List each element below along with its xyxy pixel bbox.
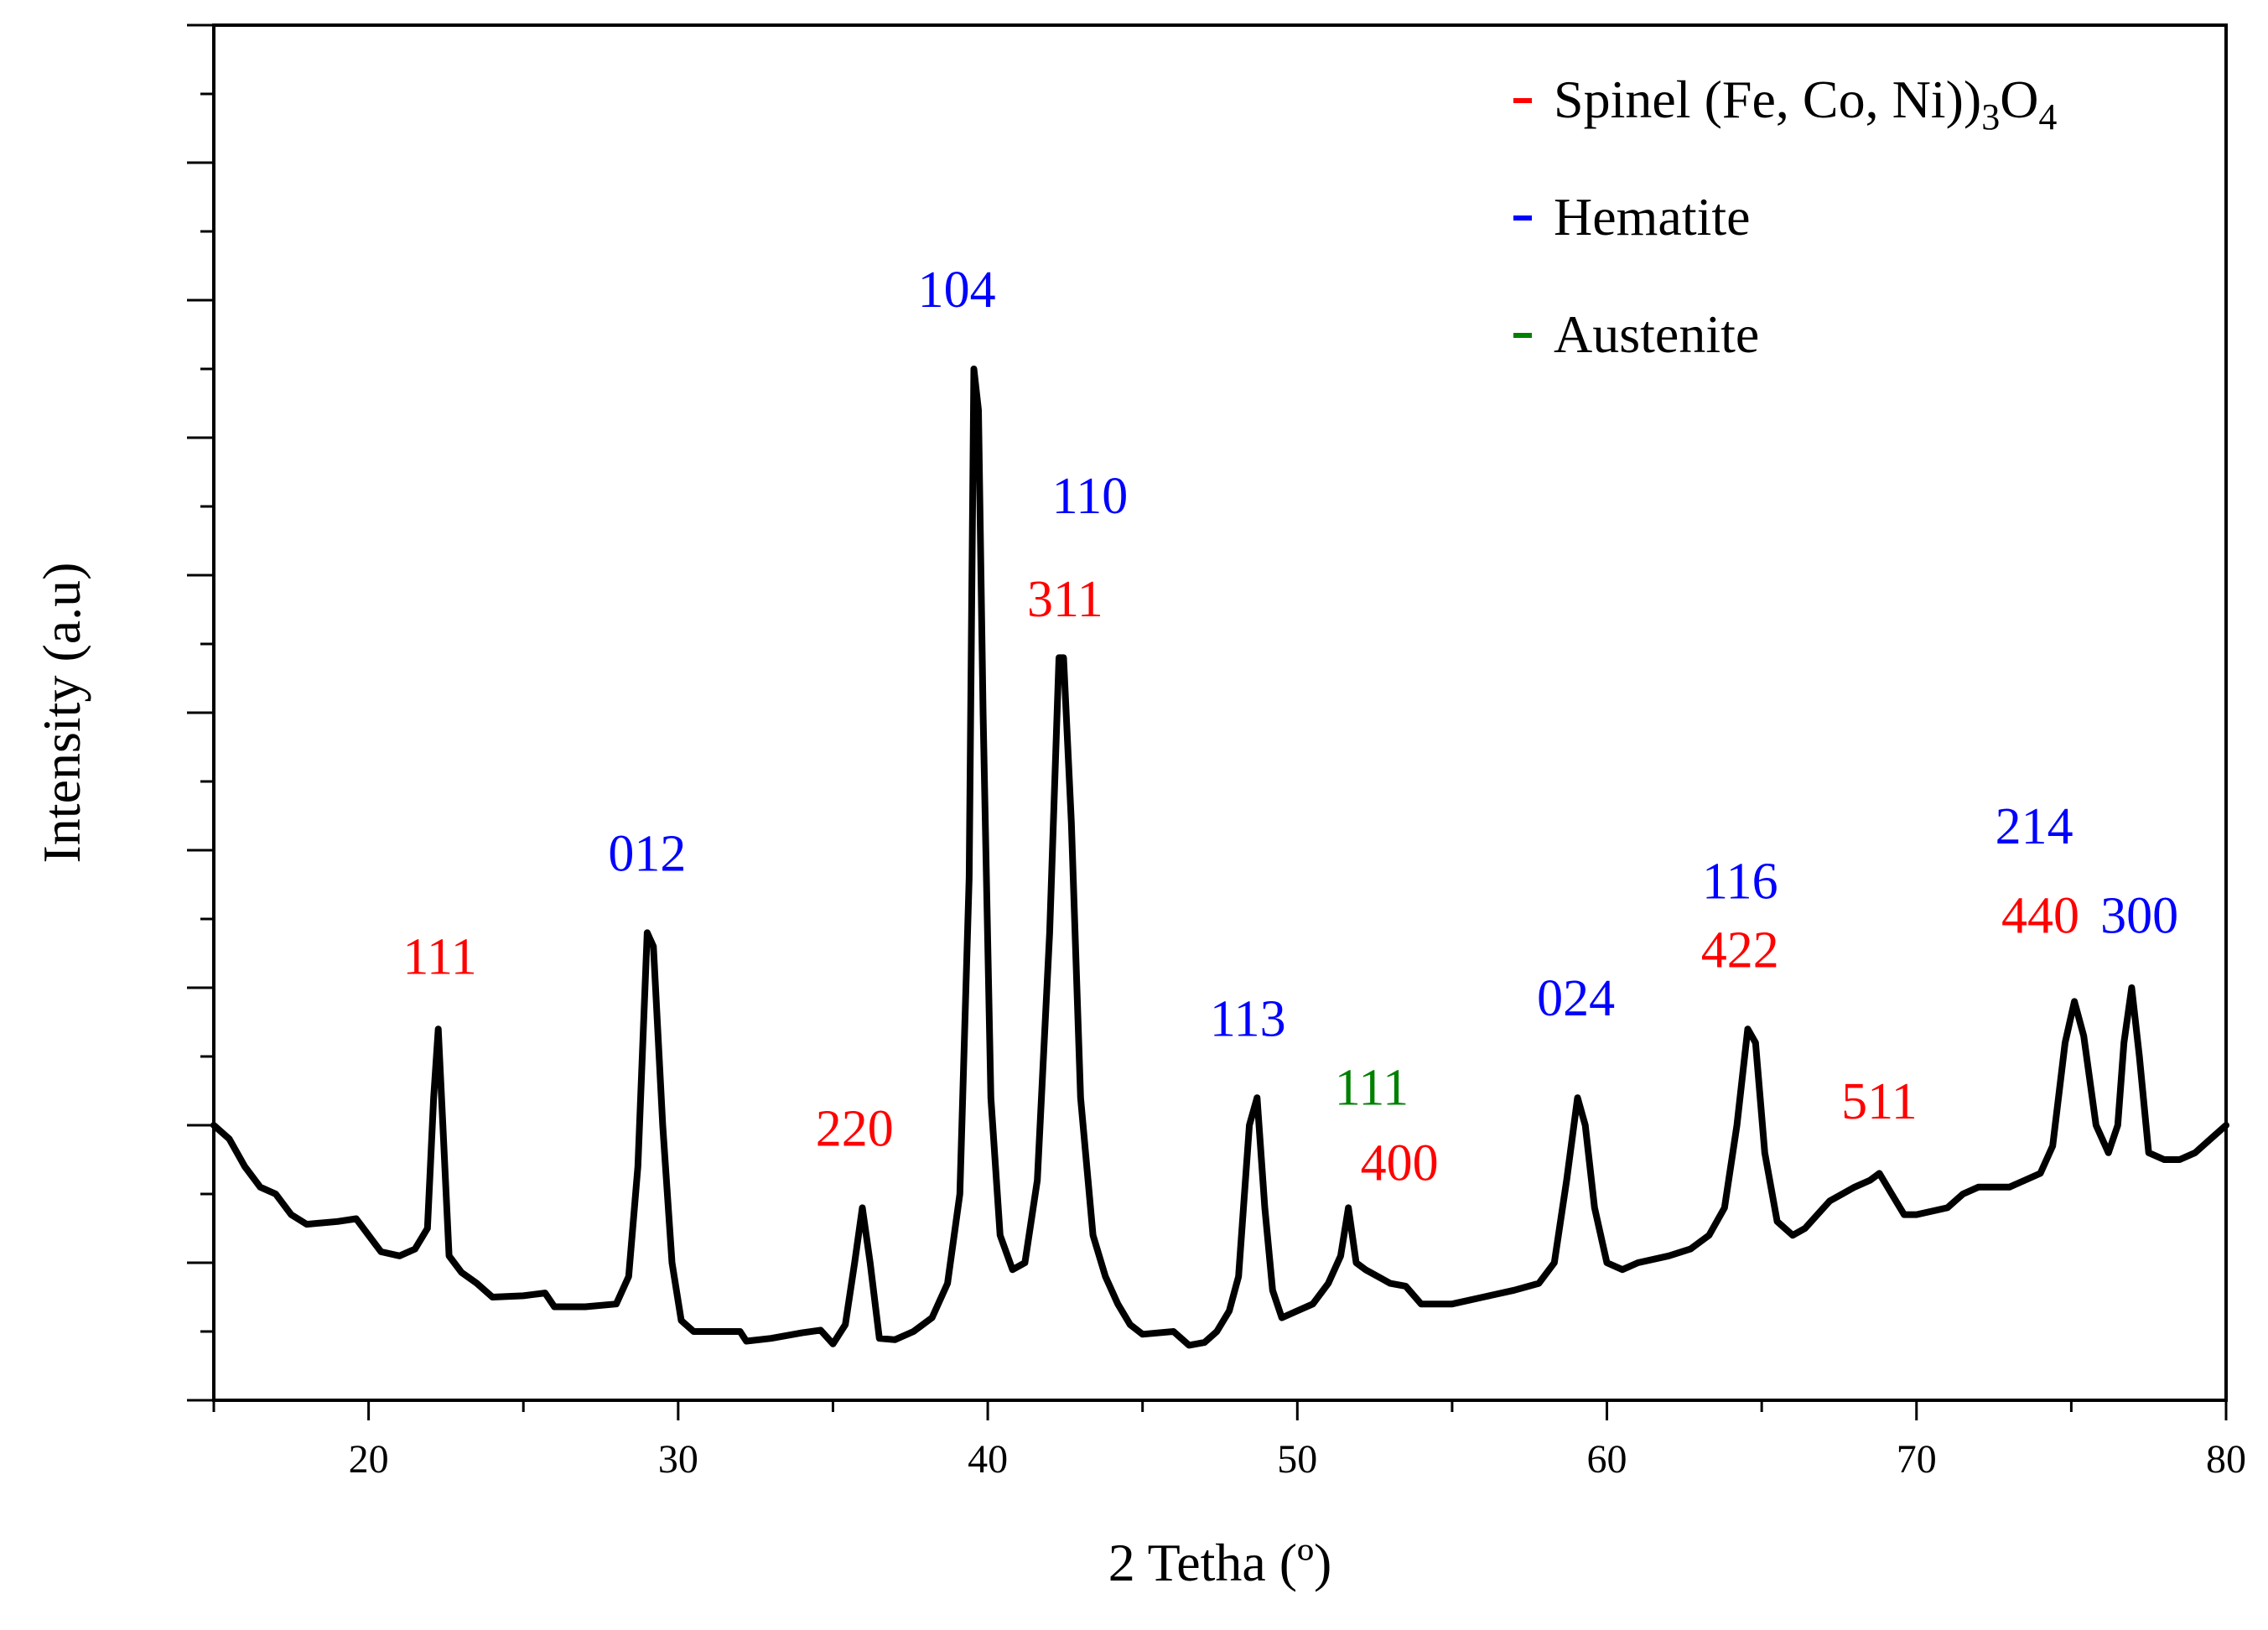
legend: Spinel (Fe, Co, Ni))3O4 Hematite Austenite (1513, 70, 2057, 364)
x-tick-label: 60 (1587, 1437, 1627, 1482)
series-layer (210, 366, 2229, 1349)
peak-label-spinel: 220 (816, 1101, 894, 1158)
x-tick-label: 80 (2206, 1437, 2246, 1482)
peak-label-spinel: 440 (2001, 887, 2079, 944)
x-axis-ticks: 20 30 40 50 60 70 80 (212, 1400, 2246, 1482)
peak-label-hematite: 116 (1702, 853, 1778, 910)
x-tick-label: 40 (968, 1437, 1008, 1482)
peak-label-spinel: 511 (1841, 1073, 1918, 1130)
x-tick-label: 70 (1897, 1437, 1937, 1482)
peak-label-hematite: 024 (1537, 970, 1615, 1027)
peak-label-hematite: 300 (2100, 887, 2178, 944)
y-axis-ticks (187, 23, 214, 1402)
peak-label-hematite: 104 (918, 262, 996, 319)
x-axis-title: 2 Tetha (º) (1108, 1533, 1332, 1592)
legend-label-hematite: Hematite (1554, 187, 1751, 247)
peak-label-hematite: 113 (1210, 990, 1286, 1047)
x-tick-label: 30 (658, 1437, 698, 1482)
peak-label-hematite: 012 (608, 826, 686, 883)
x-tick-label: 50 (1277, 1437, 1317, 1482)
peak-label-spinel: 311 (1027, 571, 1103, 628)
x-tick-label: 20 (349, 1437, 389, 1482)
xrd-series-line (210, 366, 2229, 1349)
legend-label-austenite: Austenite (1554, 304, 1759, 364)
y-axis-title: Intensity (a.u) (32, 563, 91, 864)
peak-label-spinel: 111 (402, 929, 476, 986)
peak-label-austenite: 111 (1335, 1059, 1409, 1116)
peak-annotations: 111 012 220 104 110 311 113 111 400 024 116 422 511 2… (402, 262, 2178, 1191)
legend-label-spinel: Spinel (Fe, Co, Ni))3O4 (1554, 70, 2057, 138)
peak-label-hematite: 110 (1052, 468, 1129, 525)
peak-label-spinel: 422 (1701, 921, 1779, 979)
peak-label-hematite: 214 (1996, 798, 2073, 855)
peak-label-spinel: 400 (1361, 1135, 1439, 1192)
